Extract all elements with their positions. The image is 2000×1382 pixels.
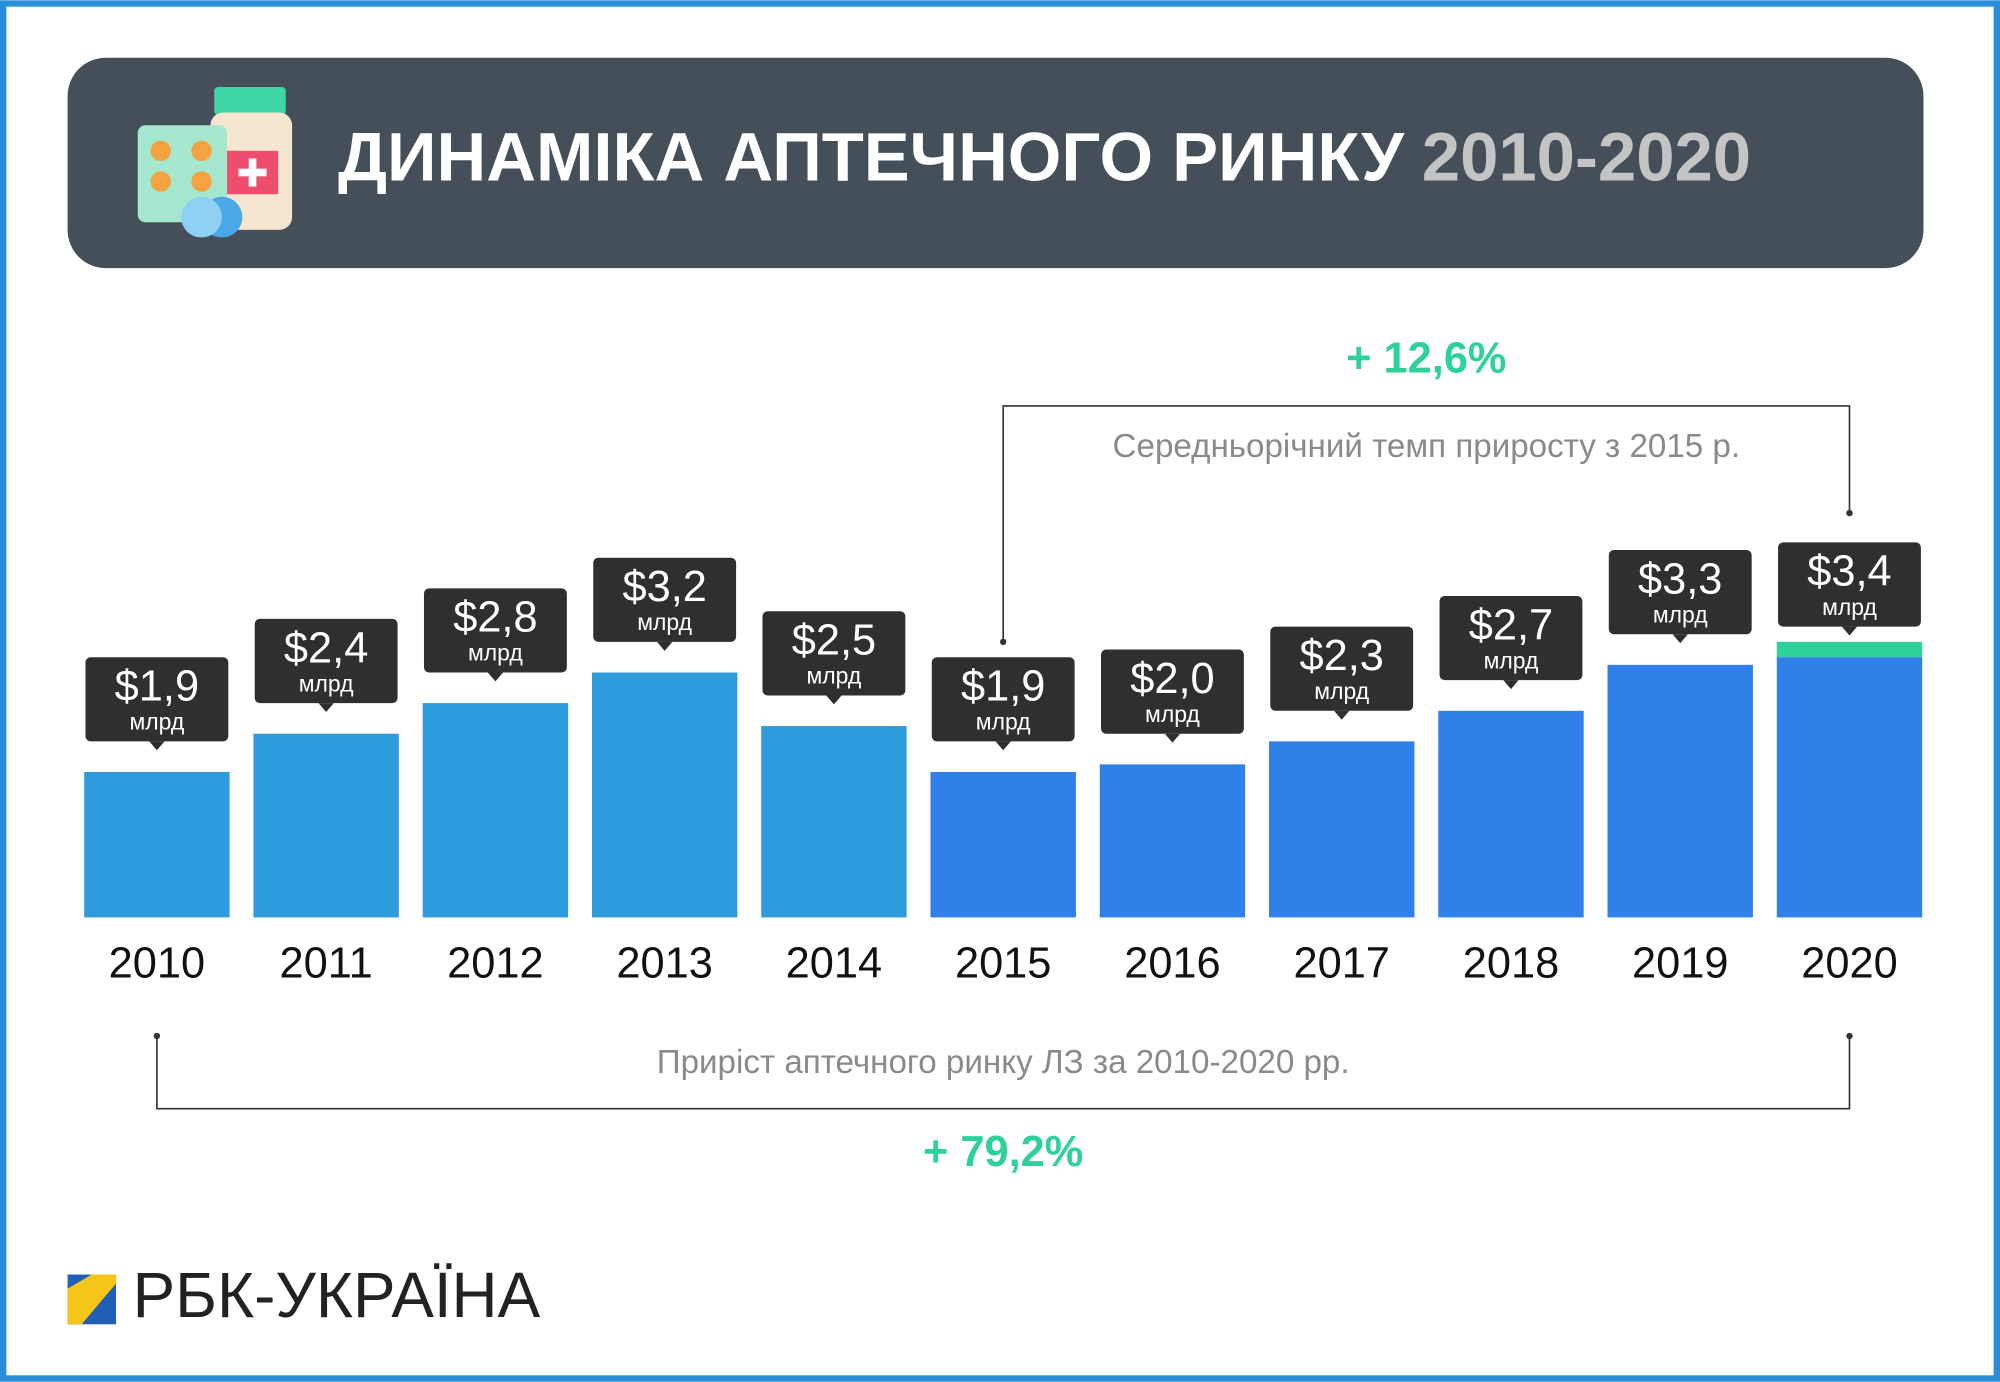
value-label-box bbox=[593, 557, 737, 642]
value-label-pointer bbox=[149, 741, 165, 751]
value-label-box bbox=[1439, 595, 1583, 681]
bar bbox=[1099, 764, 1246, 918]
value-label-pointer bbox=[1164, 733, 1181, 743]
value-label: $2,4 bbox=[284, 624, 368, 672]
value-label-pointer bbox=[826, 695, 842, 705]
value-unit: млрд bbox=[637, 609, 692, 635]
logo bbox=[67, 1274, 117, 1325]
value-unit: млрд bbox=[1484, 647, 1539, 673]
x-tick-label: 2019 bbox=[1632, 939, 1728, 987]
value-label: $2,0 bbox=[1130, 655, 1214, 703]
value-label-box bbox=[254, 618, 398, 704]
value-label-box bbox=[1101, 649, 1244, 734]
value-label-box bbox=[1270, 626, 1414, 711]
annotation-text: Приріст аптечного ринку ЛЗ за 2010-2020 … bbox=[657, 1044, 1350, 1081]
title-years: 2010-2020 bbox=[1422, 118, 1751, 195]
value-label: $2,8 bbox=[453, 594, 537, 642]
value-label: $3,3 bbox=[1638, 555, 1722, 603]
bar bbox=[930, 771, 1076, 918]
pill-icon bbox=[137, 87, 293, 238]
bracket-end bbox=[1846, 1032, 1853, 1040]
value-label: $2,3 bbox=[1300, 632, 1384, 680]
value-unit: млрд bbox=[1314, 678, 1369, 704]
x-tick-label: 2014 bbox=[786, 939, 882, 987]
value-label-pointer bbox=[657, 641, 673, 651]
x-tick-label: 2017 bbox=[1293, 939, 1389, 987]
bracket bbox=[1002, 405, 1851, 642]
value-unit: млрд bbox=[299, 670, 354, 696]
x-tick-label: 2015 bbox=[955, 939, 1051, 987]
x-tick-label: 2018 bbox=[1463, 939, 1559, 987]
bar bbox=[591, 672, 738, 918]
value-label-pointer bbox=[487, 672, 504, 682]
bar bbox=[422, 703, 569, 918]
x-tick-label: 2016 bbox=[1124, 939, 1220, 987]
value-label-box bbox=[931, 657, 1075, 742]
value-unit: млрд bbox=[129, 709, 184, 735]
bar bbox=[1607, 664, 1753, 918]
bar bbox=[84, 771, 230, 918]
value-unit: млрд bbox=[1653, 601, 1708, 627]
x-tick-label: 2013 bbox=[616, 939, 712, 987]
annotation-value: + 79,2% bbox=[923, 1128, 1083, 1176]
value-label-box bbox=[1608, 550, 1752, 635]
value-unit: млрд bbox=[976, 709, 1031, 735]
value-label-box bbox=[85, 657, 229, 742]
value-label-pointer bbox=[1841, 626, 1858, 636]
value-label-pointer bbox=[995, 741, 1011, 751]
x-tick-label: 2012 bbox=[447, 939, 543, 987]
value-label-box bbox=[423, 588, 567, 673]
bar bbox=[761, 726, 907, 918]
value-label-pointer bbox=[1503, 680, 1519, 690]
bar bbox=[1269, 741, 1415, 918]
value-label-box bbox=[1778, 542, 1921, 627]
bracket-end bbox=[1846, 509, 1853, 517]
source-logo-text: РБК-УКРАЇНА bbox=[133, 1259, 541, 1331]
bar bbox=[1438, 710, 1584, 918]
bracket-end bbox=[153, 1032, 161, 1040]
header bbox=[67, 57, 1924, 269]
value-label-box bbox=[762, 611, 906, 696]
value-label: $1,9 bbox=[115, 663, 199, 711]
bar bbox=[253, 733, 399, 918]
chart-title: ДИНАМІКА АПТЕЧНОГО РИНКУ 2010-2020 bbox=[338, 118, 1751, 195]
x-tick-label: 2020 bbox=[1801, 939, 1897, 987]
annotation-text: Середньорічний темп приросту з 2015 р. bbox=[1113, 428, 1741, 465]
annotation-value: + 12,6% bbox=[1346, 335, 1506, 383]
value-label: $2,7 bbox=[1469, 601, 1553, 649]
value-unit: млрд bbox=[468, 640, 523, 666]
value-label: $2,5 bbox=[792, 617, 876, 665]
bar-highlight bbox=[1776, 641, 1923, 658]
bracket bbox=[156, 1036, 1851, 1110]
value-label: $1,9 bbox=[961, 663, 1045, 711]
value-unit: млрд bbox=[1145, 701, 1200, 727]
value-unit: млрд bbox=[807, 663, 862, 689]
x-tick-label: 2010 bbox=[109, 939, 205, 987]
value-unit: млрд bbox=[1822, 594, 1877, 620]
value-label-pointer bbox=[1672, 634, 1688, 644]
x-tick-label: 2011 bbox=[280, 939, 373, 987]
value-label: $3,4 bbox=[1807, 548, 1891, 596]
value-label: $3,2 bbox=[622, 563, 706, 611]
title-main: ДИНАМІКА АПТЕЧНОГО РИНКУ bbox=[338, 118, 1405, 195]
bracket-end bbox=[1000, 638, 1007, 646]
value-label-pointer bbox=[1334, 710, 1350, 720]
bar bbox=[1776, 657, 1923, 918]
value-label-pointer bbox=[318, 703, 334, 713]
